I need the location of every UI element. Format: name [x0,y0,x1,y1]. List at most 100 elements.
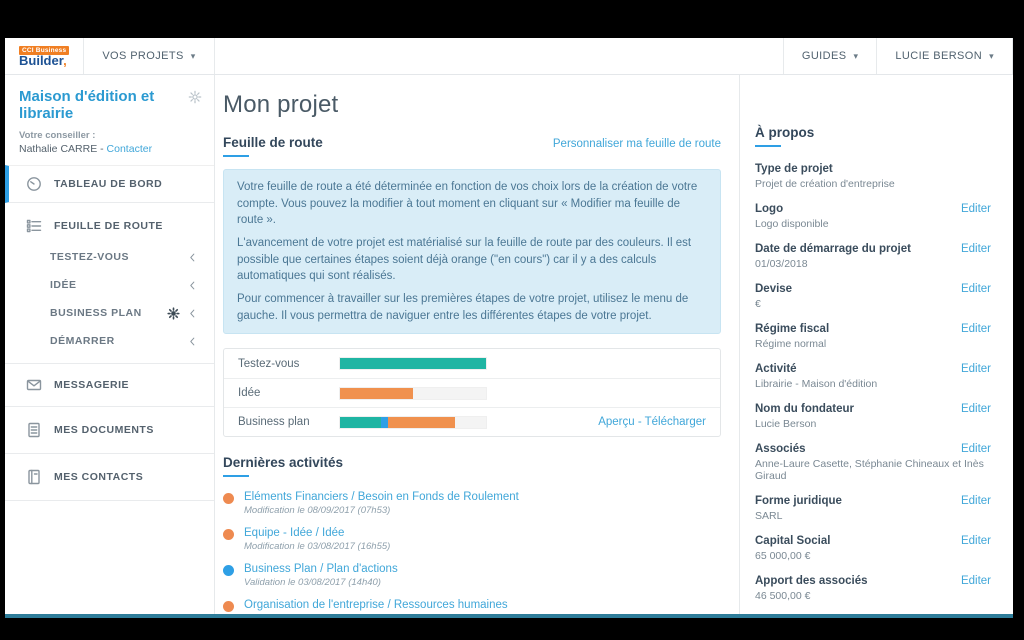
about-field-devise: Devise Editer € [755,283,991,310]
chevron-left-icon [187,252,198,263]
nav-vos-projets[interactable]: VOS PROJETS ▾ [102,50,196,62]
progress-track [339,386,487,400]
sidebar-item-messagerie[interactable]: MESSAGERIE [5,364,214,406]
about-field-activite: Activité Editer Librairie - Maison d'édi… [755,363,991,390]
sidebar-item-mes-documents[interactable]: MES DOCUMENTS [5,407,214,453]
progress-row-idee[interactable]: Idée [224,378,720,407]
chevron-down-icon: ▾ [190,50,196,61]
roadmap-list-icon [26,218,42,234]
nav-user-menu[interactable]: LUCIE BERSON ▾ [895,50,994,62]
roadmap-heading: Feuille de route [223,135,323,150]
logo-name: Builder, [19,52,67,68]
sidebar-item-label: BUSINESS PLAN [50,307,142,319]
divider [83,38,85,74]
sidebar-item-business-plan[interactable]: BUSINESS PLAN [5,299,214,327]
about-field-capital-social: Capital Social Editer 65 000,00 € [755,535,991,562]
advisor-line: Nathalie CARRE - Contacter [19,143,153,155]
nav-guides[interactable]: GUIDES ▾ [801,50,859,62]
contact-advisor-link[interactable]: Contacter [106,143,153,155]
field-label: Apport des associés [755,575,868,587]
about-panel: À propos Type de projet Projet de créati… [740,75,1013,614]
app-window: CCI Business Builder, VOS PROJETS ▾ GUID… [5,38,1013,618]
field-value: 01/03/2018 [755,258,808,270]
edit-link[interactable]: Editer [960,535,991,547]
chevron-left-icon [187,280,198,291]
project-title[interactable]: Maison d'édition et librairie [19,88,155,122]
progress-label: Testez-vous [238,357,300,370]
edit-link[interactable]: Editer [960,443,991,455]
field-value: Librairie - Maison d'édition [755,378,878,390]
advisor-name: Nathalie CARRE [19,143,98,155]
activity-status-dot [223,601,234,613]
field-value: Anne-Laure Casette, Stéphanie Chineaux e… [755,458,984,482]
edit-link[interactable]: Editer [960,363,991,375]
sidebar-item-label: TABLEAU DE BORD [54,178,163,190]
activity-status-dot [223,493,234,505]
project-settings-gear-icon[interactable] [188,90,202,104]
progress-segment-inprogress [340,387,413,399]
envelope-icon [26,377,42,393]
field-label: Type de projet [755,163,833,175]
activity-item: Eléments Financiers / Besoin en Fonds de… [223,491,721,516]
info-paragraph: Pour commencer à travailler sur les prem… [237,293,689,322]
divider [5,500,214,501]
edit-link[interactable]: Editer [960,283,991,295]
activity-link[interactable]: Organisation de l'entreprise / Ressource… [244,599,508,612]
edit-link[interactable]: Editer [960,495,991,507]
activity-item: Business Plan / Plan d'actions Validatio… [223,563,721,588]
activity-link[interactable]: Eléments Financiers / Besoin en Fonds de… [244,491,519,504]
activity-meta: Validation le 03/08/2017 (14h40) [244,577,381,589]
progress-track [339,415,487,429]
heading-accent [223,475,249,478]
about-field-forme-juridique: Forme juridique Editer SARL [755,495,991,522]
progress-label: Idée [238,387,261,400]
heading-accent [223,155,249,157]
preview-download-link[interactable]: Aperçu - Télécharger [598,416,706,429]
field-label: Date de démarrage du projet [755,243,911,255]
field-label: Forme juridique [755,495,842,507]
footer-strip [5,614,1013,618]
sidebar-item-testez-vous[interactable]: TESTEZ-VOUS [5,243,214,271]
activity-meta: Modification le 01/08/2017 (13h01) [244,613,508,614]
sidebar-item-label: MES CONTACTS [54,471,144,483]
edit-link[interactable]: Editer [960,403,991,415]
activity-link[interactable]: Business Plan / Plan d'actions [244,563,398,576]
sidebar-item-label: TESTEZ-VOUS [50,251,130,263]
about-field-apport-associes: Apport des associés Editer 46 500,00 € [755,575,991,602]
sidebar-item-tableau-de-bord[interactable]: TABLEAU DE BORD [5,165,214,203]
advisor-label: Votre conseiller : [19,130,96,141]
edit-link[interactable]: Editer [960,243,991,255]
activity-meta: Modification le 08/09/2017 (07h53) [244,505,391,517]
edit-link[interactable]: Editer [960,323,991,335]
sidebar-item-idee[interactable]: IDÉE [5,271,214,299]
gauge-icon [26,176,42,192]
field-label: Activité [755,363,797,375]
chevron-down-icon: ▾ [989,50,994,61]
about-heading: À propos [755,125,815,140]
progress-segment-done [340,358,486,370]
field-value: Lucie Berson [755,418,817,430]
sidebar-item-feuille-de-route[interactable]: FEUILLE DE ROUTE [5,209,214,243]
activity-link[interactable]: Equipe - Idée / Idée [244,527,345,540]
field-label: Capital Social [755,535,831,547]
personalize-roadmap-link[interactable]: Personnaliser ma feuille de route [552,138,721,150]
business-plan-gear-icon[interactable] [167,306,180,320]
progress-segment-inprogress [388,416,456,428]
edit-link[interactable]: Editer [960,203,991,215]
field-value: € [755,298,761,310]
about-field-date-demarrage: Date de démarrage du projet Editer 01/03… [755,243,991,270]
sidebar-item-mes-contacts[interactable]: MES CONTACTS [5,454,214,500]
progress-row-testez-vous[interactable]: Testez-vous [224,349,720,378]
field-value: 46 500,00 € [755,590,811,602]
sidebar-item-demarrer[interactable]: DÉMARRER [5,327,214,355]
about-field-regime-fiscal: Régime fiscal Editer Régime normal [755,323,991,350]
field-value: Logo disponible [755,218,829,230]
field-value: Projet de création d'entreprise [755,178,895,190]
app-logo[interactable]: CCI Business Builder, [5,38,83,74]
edit-link[interactable]: Editer [960,575,991,587]
activities-heading: Dernières activités [223,455,344,471]
sidebar-item-label: FEUILLE DE ROUTE [54,220,163,232]
about-field-logo: Logo Editer Logo disponible [755,203,991,230]
about-field-type-de-projet: Type de projet Projet de création d'entr… [755,163,991,190]
progress-row-business-plan[interactable]: Business plan Aperçu - Télécharger [224,407,720,436]
